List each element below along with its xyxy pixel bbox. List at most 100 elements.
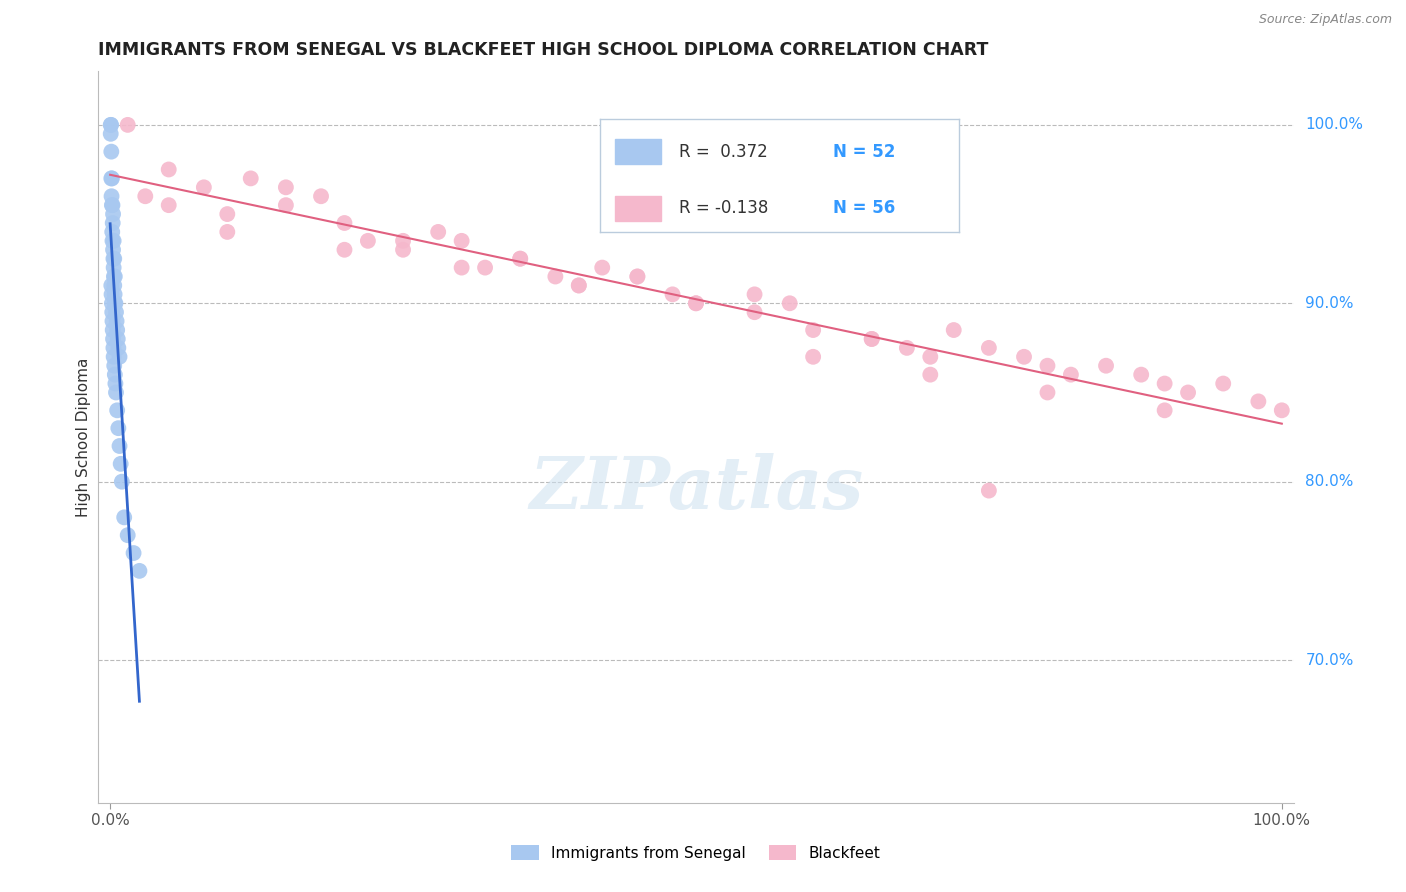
- Text: 100.0%: 100.0%: [1305, 118, 1364, 132]
- Point: [101, 171, 124, 186]
- Point: [392, 234, 415, 248]
- Point: [100, 189, 122, 203]
- Point: [1271, 403, 1294, 417]
- Point: [108, 439, 131, 453]
- Point: [122, 546, 145, 560]
- Point: [117, 118, 139, 132]
- Point: [942, 323, 965, 337]
- Point: [103, 278, 125, 293]
- Point: [860, 332, 883, 346]
- Point: [100, 171, 122, 186]
- Point: [104, 287, 127, 301]
- Point: [112, 510, 135, 524]
- Point: [107, 332, 129, 346]
- Point: [779, 296, 801, 310]
- Point: [1036, 385, 1059, 400]
- Point: [101, 323, 124, 337]
- Point: [100, 118, 122, 132]
- Point: [101, 207, 124, 221]
- Point: [104, 376, 127, 391]
- Point: [101, 305, 124, 319]
- Point: [104, 296, 127, 310]
- Point: [101, 198, 124, 212]
- Point: [103, 260, 125, 275]
- Point: [626, 269, 648, 284]
- Point: [107, 421, 129, 435]
- Point: [591, 260, 613, 275]
- Point: [860, 332, 883, 346]
- Point: [685, 296, 707, 310]
- Legend: Immigrants from Senegal, Blackfeet: Immigrants from Senegal, Blackfeet: [503, 837, 889, 868]
- Point: [101, 225, 124, 239]
- Point: [217, 225, 239, 239]
- Point: [110, 457, 132, 471]
- Point: [920, 368, 942, 382]
- Point: [450, 234, 472, 248]
- Point: [474, 260, 496, 275]
- Point: [1247, 394, 1270, 409]
- Point: [392, 243, 415, 257]
- Point: [104, 296, 127, 310]
- Point: [801, 350, 824, 364]
- Point: [103, 350, 125, 364]
- Point: [100, 127, 122, 141]
- Point: [103, 359, 125, 373]
- Text: 90.0%: 90.0%: [1305, 296, 1354, 310]
- Point: [333, 216, 356, 230]
- Point: [1060, 368, 1083, 382]
- Point: [744, 305, 766, 319]
- Point: [685, 296, 707, 310]
- Point: [100, 145, 122, 159]
- Point: [100, 287, 122, 301]
- Point: [1036, 359, 1059, 373]
- Point: [357, 234, 380, 248]
- Point: [274, 198, 297, 212]
- Text: IMMIGRANTS FROM SENEGAL VS BLACKFEET HIGH SCHOOL DIPLOMA CORRELATION CHART: IMMIGRANTS FROM SENEGAL VS BLACKFEET HIG…: [98, 41, 988, 59]
- Point: [103, 234, 125, 248]
- Point: [217, 207, 239, 221]
- Point: [101, 243, 124, 257]
- Point: [1153, 403, 1175, 417]
- Point: [157, 162, 180, 177]
- Point: [103, 269, 125, 284]
- Point: [239, 171, 262, 186]
- Point: [744, 287, 766, 301]
- Text: 70.0%: 70.0%: [1305, 653, 1354, 667]
- Point: [450, 260, 472, 275]
- Point: [1153, 376, 1175, 391]
- Point: [100, 278, 122, 293]
- Point: [309, 189, 332, 203]
- Point: [274, 180, 297, 194]
- Point: [193, 180, 215, 194]
- Point: [134, 189, 156, 203]
- Point: [977, 341, 1000, 355]
- Point: [509, 252, 531, 266]
- Point: [544, 269, 567, 284]
- Point: [568, 278, 591, 293]
- Point: [1130, 368, 1153, 382]
- Point: [101, 314, 124, 328]
- Point: [105, 385, 128, 400]
- Text: 80.0%: 80.0%: [1305, 475, 1354, 489]
- Point: [108, 350, 131, 364]
- Text: Source: ZipAtlas.com: Source: ZipAtlas.com: [1258, 13, 1392, 27]
- Point: [101, 216, 124, 230]
- Point: [117, 528, 139, 542]
- Point: [661, 287, 683, 301]
- Point: [509, 252, 531, 266]
- Point: [1177, 385, 1199, 400]
- Point: [427, 225, 450, 239]
- Text: ZIPatlas: ZIPatlas: [529, 453, 863, 524]
- Point: [568, 278, 591, 293]
- Point: [105, 403, 128, 417]
- Point: [103, 341, 125, 355]
- Point: [626, 269, 648, 284]
- Point: [100, 118, 122, 132]
- Point: [1095, 359, 1118, 373]
- Point: [920, 350, 942, 364]
- Point: [104, 269, 127, 284]
- Point: [105, 305, 128, 319]
- Point: [111, 475, 134, 489]
- Point: [896, 341, 918, 355]
- Point: [105, 314, 128, 328]
